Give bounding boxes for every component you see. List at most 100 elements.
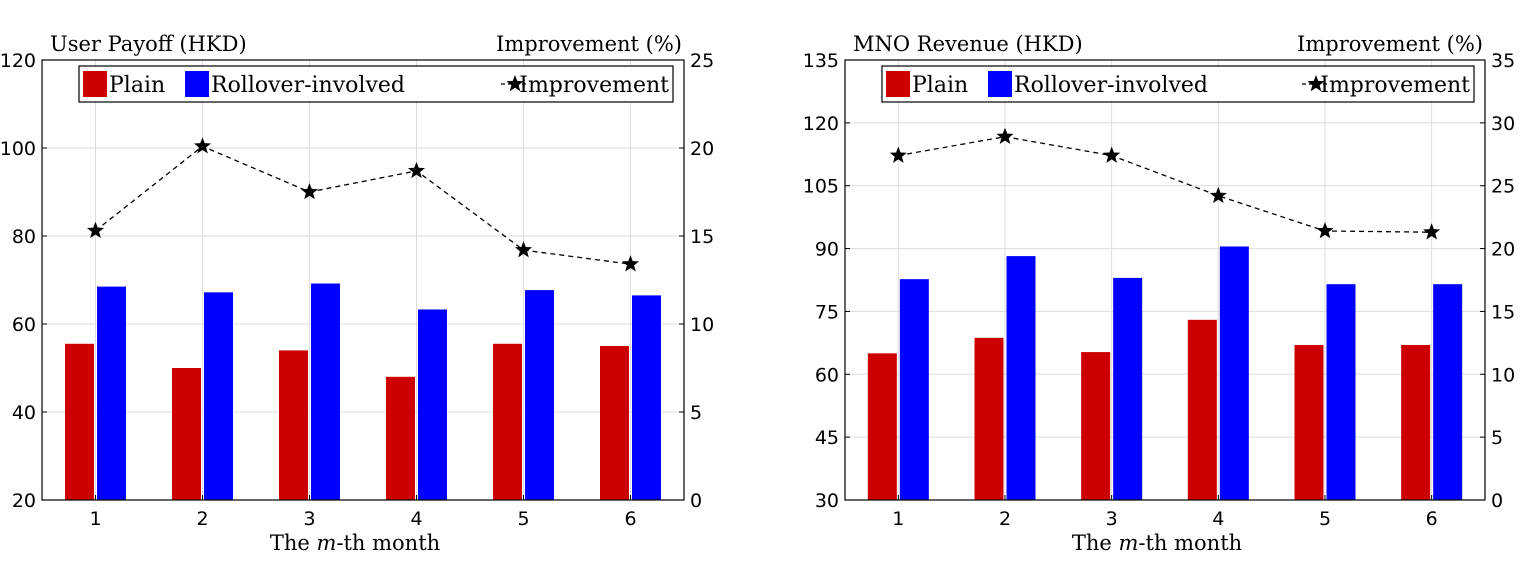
y-tick-label: 60 xyxy=(12,314,36,336)
legend-label-plain: Plain xyxy=(912,73,968,98)
legend-star-icon xyxy=(1307,75,1325,92)
x-axis-label: The m-th month xyxy=(270,531,440,555)
legend: Plain Rollover-involved Improvement xyxy=(881,65,1475,103)
bar-rollover xyxy=(418,309,447,500)
bar-rollover xyxy=(1326,284,1356,500)
y-tick-label: 100 xyxy=(0,138,36,160)
bar-rollover xyxy=(1006,256,1036,500)
legend-swatch-rollover xyxy=(185,71,209,97)
bar-rollover xyxy=(311,283,340,500)
bar-rollover xyxy=(525,290,554,500)
bar-plain xyxy=(65,343,94,500)
y2-tick-label: 20 xyxy=(1491,239,1515,261)
legend-label-improvement: Improvement xyxy=(519,73,669,98)
x-tick-label: 3 xyxy=(303,508,315,530)
y-tick-label: 40 xyxy=(12,402,36,424)
improvement-point xyxy=(889,146,907,163)
improvement-point xyxy=(1209,186,1227,204)
bar-rollover xyxy=(899,279,929,500)
legend-box xyxy=(78,65,674,103)
plot-frame xyxy=(41,59,685,501)
y2-tick-label: 30 xyxy=(1491,113,1515,135)
y-tick-label: 30 xyxy=(815,490,839,512)
bar-plain xyxy=(600,346,629,500)
bar-plain xyxy=(1081,352,1111,500)
bar-plain xyxy=(1401,344,1431,500)
y2-tick-label: 5 xyxy=(690,402,702,424)
y-tick-label: 135 xyxy=(803,50,839,72)
improvement-line xyxy=(95,145,631,265)
y-tick-label: 120 xyxy=(803,113,839,135)
x-tick-label: 4 xyxy=(410,508,422,530)
x-tick-label: 4 xyxy=(1212,508,1224,530)
x-tick-label: 1 xyxy=(89,508,101,530)
x-tick-label: 2 xyxy=(196,508,208,530)
bar-plain xyxy=(172,368,201,500)
improvement-point xyxy=(1423,223,1441,240)
y2-tick-label: 10 xyxy=(690,314,714,336)
improvement-line xyxy=(898,136,1432,233)
y-tick-label: 105 xyxy=(803,176,839,198)
bar-rollover xyxy=(1219,246,1249,500)
x-tick-label: 5 xyxy=(517,508,529,530)
bar-plain xyxy=(867,353,897,500)
legend-swatch-rollover xyxy=(988,71,1012,97)
bar-plain xyxy=(974,337,1004,500)
plot-frame xyxy=(844,59,1486,501)
x-tick-label: 3 xyxy=(1106,508,1118,530)
legend-label-plain: Plain xyxy=(109,73,165,98)
y2-tick-label: 35 xyxy=(1491,50,1515,72)
y-tick-label: 80 xyxy=(12,226,36,248)
x-tick-label: 5 xyxy=(1319,508,1331,530)
legend-swatch-plain xyxy=(886,71,910,97)
improvement-point xyxy=(407,161,426,179)
y-axis-label: MNO Revenue (HKD) xyxy=(853,32,1083,56)
improvement-point xyxy=(514,241,533,258)
y2-tick-label: 25 xyxy=(690,50,714,72)
y-tick-label: 60 xyxy=(815,364,839,386)
improvement-point xyxy=(621,255,640,272)
bar-plain xyxy=(1187,319,1217,500)
y-tick-label: 90 xyxy=(815,239,839,261)
chart-user-payoff: 20 40 60 80 100 120 0 5 10 15 20 25 1 2 3 4 5 6 User Payo… xyxy=(0,32,714,555)
bar-plain xyxy=(386,376,415,500)
legend: Plain Rollover-involved Improvement xyxy=(78,65,674,103)
y2-tick-label: 15 xyxy=(690,226,714,248)
legend-label-rollover: Rollover-involved xyxy=(1014,73,1208,98)
y-tick-label: 75 xyxy=(815,301,839,323)
legend-star-icon xyxy=(506,75,524,92)
bar-rollover xyxy=(632,295,661,500)
bar-rollover xyxy=(1113,277,1143,500)
y2-tick-label: 15 xyxy=(1491,301,1515,323)
y-tick-label: 120 xyxy=(0,50,36,72)
improvement-point xyxy=(1316,221,1334,239)
bar-rollover xyxy=(97,286,126,500)
y2-tick-label: 5 xyxy=(1491,427,1503,449)
y2-tick-label: 0 xyxy=(1491,490,1503,512)
x-tick-label: 2 xyxy=(999,508,1011,530)
bar-rollover xyxy=(204,292,233,500)
legend-label-improvement: Improvement xyxy=(1320,73,1470,98)
y2-tick-label: 10 xyxy=(1491,364,1515,386)
bar-rollover xyxy=(1433,284,1463,500)
improvement-point xyxy=(300,183,319,200)
y-tick-label: 45 xyxy=(815,427,839,449)
y2-tick-label: 20 xyxy=(690,138,714,160)
legend-swatch-plain xyxy=(83,71,107,97)
improvement-point xyxy=(1103,146,1121,163)
bar-plain xyxy=(493,343,522,500)
y-axis-label: User Payoff (HKD) xyxy=(50,32,247,56)
bar-plain xyxy=(1294,344,1324,500)
y2-axis-label: Improvement (%) xyxy=(496,32,682,56)
y2-tick-label: 25 xyxy=(1491,176,1515,198)
x-tick-label: 1 xyxy=(892,508,904,530)
x-tick-label: 6 xyxy=(624,508,636,530)
y2-axis-label: Improvement (%) xyxy=(1297,32,1483,56)
improvement-point xyxy=(996,127,1014,144)
legend-box xyxy=(881,65,1475,103)
y-tick-label: 20 xyxy=(12,490,36,512)
legend-label-rollover: Rollover-involved xyxy=(211,73,405,98)
y2-tick-label: 0 xyxy=(690,490,702,512)
